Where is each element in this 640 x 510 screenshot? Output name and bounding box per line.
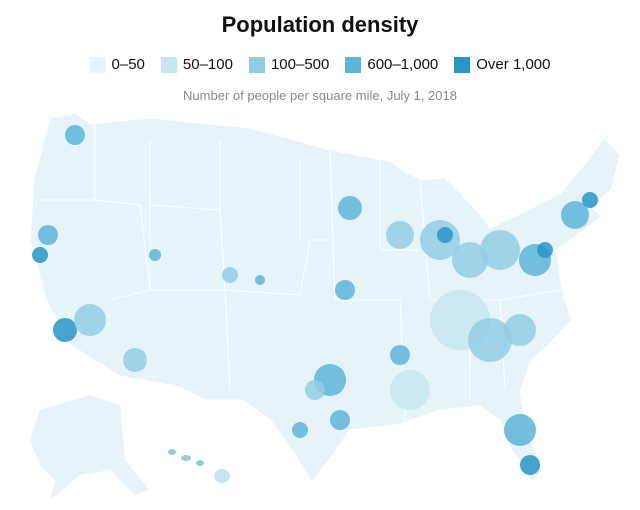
legend-swatch: [248, 56, 265, 73]
density-patch: [480, 230, 520, 270]
density-patch: [390, 370, 430, 410]
density-patch: [330, 410, 350, 430]
density-patch: [537, 242, 553, 258]
density-patch: [386, 221, 414, 249]
density-patch: [335, 280, 355, 300]
alaska: [30, 395, 150, 500]
density-patch: [292, 422, 308, 438]
legend-label: Over 1,000: [476, 56, 551, 73]
density-patch: [468, 318, 512, 362]
density-patch: [390, 345, 410, 365]
density-patch: [338, 196, 362, 220]
density-patch: [38, 225, 58, 245]
map-title: Population density: [221, 12, 419, 37]
legend: 0–50 50–100 100–500 600–1,000 Over 1,000: [0, 56, 640, 73]
legend-swatch: [454, 56, 471, 73]
density-patch: [452, 242, 488, 278]
legend-item: 600–1,000: [345, 56, 438, 73]
density-patch: [32, 247, 48, 263]
density-patch: [53, 318, 77, 342]
density-patch: [65, 125, 85, 145]
hawaii: [168, 449, 230, 483]
density-patch: [504, 414, 536, 446]
legend-item: Over 1,000: [454, 56, 550, 73]
density-patch: [504, 314, 536, 346]
legend-item: 0–50: [89, 56, 145, 73]
legend-item: 100–500: [248, 56, 330, 73]
legend-label: 600–1,000: [367, 56, 439, 73]
legend-label: 100–500: [270, 56, 330, 73]
legend-label: 50–100: [182, 56, 233, 73]
density-patch: [74, 304, 106, 336]
us-outline: [29, 112, 621, 483]
density-patch: [222, 267, 238, 283]
legend-item: 50–100: [160, 56, 233, 73]
density-patch: [437, 227, 453, 243]
density-patch: [255, 275, 265, 285]
map-subtitle: Number of people per square mile, July 1…: [183, 88, 457, 103]
legend-swatch: [89, 56, 106, 73]
density-patch: [582, 192, 598, 208]
density-patch: [123, 348, 147, 372]
density-patch: [305, 380, 325, 400]
density-patch: [561, 201, 589, 229]
legend-label: 0–50: [111, 56, 145, 73]
legend-swatch: [345, 56, 362, 73]
density-patch: [520, 455, 540, 475]
density-patch: [149, 249, 161, 261]
legend-swatch: [160, 56, 177, 73]
